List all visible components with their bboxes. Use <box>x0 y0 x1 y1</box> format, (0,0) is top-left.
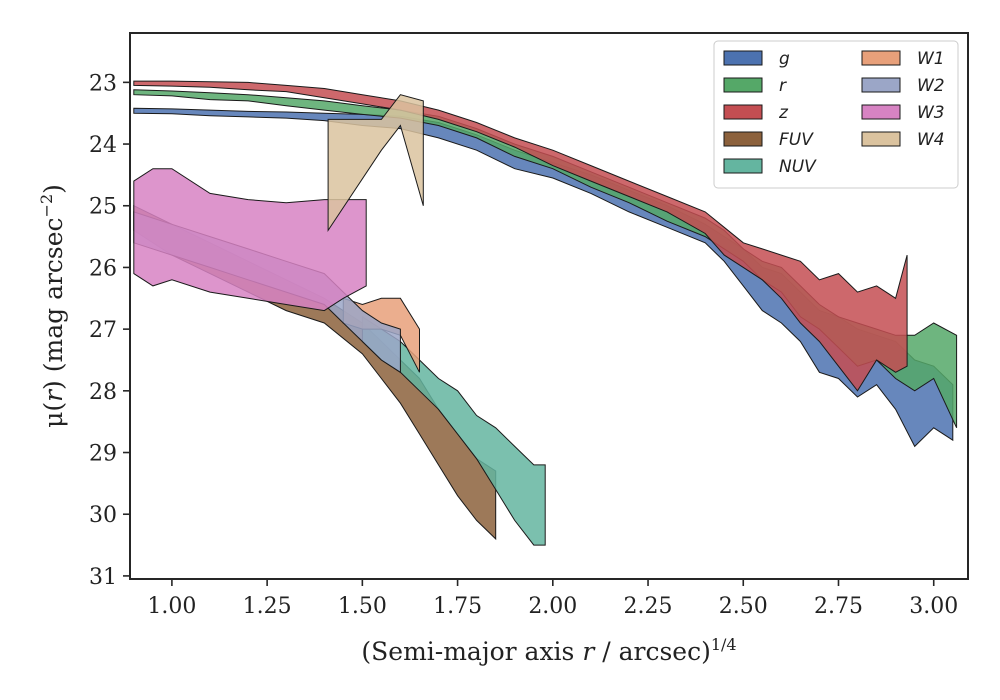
legend-item-r: r <box>723 76 787 96</box>
legend-swatch <box>723 104 763 120</box>
legend-swatch <box>723 50 763 66</box>
x-tick-label: 2.50 <box>719 594 768 619</box>
legend-item-z: z <box>723 103 789 123</box>
legend-label: W3 <box>917 103 945 123</box>
legend-item-w1: W1 <box>861 49 945 69</box>
y-tick-label: 27 <box>89 318 117 343</box>
legend-item-fuv: FUV <box>723 130 814 150</box>
x-tick-label: 1.00 <box>147 594 196 619</box>
legend-item-w2: W2 <box>861 76 945 96</box>
legend-swatch <box>723 158 763 174</box>
band-w3 <box>133 168 367 312</box>
x-tick-label: 2.25 <box>624 594 673 619</box>
y-tick-label: 25 <box>89 195 117 220</box>
x-tick-label: 3.00 <box>909 594 958 619</box>
y-axis-label: μ(r) (mag arcsec−2) <box>37 184 68 428</box>
legend-label: FUV <box>779 130 814 150</box>
legend-swatch <box>723 77 763 93</box>
legend-swatch <box>861 104 901 120</box>
y-tick-label: 31 <box>89 565 117 590</box>
legend-item-w3: W3 <box>861 103 945 123</box>
legend-label: g <box>779 49 790 69</box>
band-nuv <box>361 315 546 546</box>
y-tick-label: 29 <box>89 442 117 467</box>
legend-swatch <box>723 131 763 147</box>
legend: grz FUV NUV W1 W2 W3 W4 <box>713 40 959 189</box>
y-tick-label: 26 <box>89 256 117 281</box>
y-tick-label: 23 <box>89 71 117 96</box>
legend-label: W1 <box>917 49 945 69</box>
plot-frame <box>129 32 969 580</box>
legend-swatch <box>861 77 901 93</box>
band-z <box>133 80 908 392</box>
x-tick-label: 1.75 <box>433 594 482 619</box>
legend-label: r <box>779 76 787 96</box>
y-axis-ticks: 23 24 25 26 27 28 29 30 31 <box>89 71 130 590</box>
x-tick-label: 1.50 <box>338 594 387 619</box>
x-axis-ticks: 1.00 1.25 1.50 1.75 2.00 2.25 2.50 2.75 3.00 <box>147 579 958 619</box>
legend-label: NUV <box>779 157 817 177</box>
x-tick-label: 2.00 <box>528 594 577 619</box>
legend-swatch <box>861 50 901 66</box>
y-tick-label: 30 <box>89 503 117 528</box>
x-axis-label: (Semi-major axis r / arcsec)1/4 <box>361 635 736 666</box>
y-tick-label: 24 <box>89 133 117 158</box>
y-tick-label: 28 <box>89 380 117 405</box>
legend-label: z <box>778 103 789 123</box>
band-w4 <box>327 94 424 233</box>
legend-swatch <box>861 131 901 147</box>
legend-label: W4 <box>917 130 945 150</box>
legend-item-g: g <box>723 49 790 69</box>
x-tick-label: 1.25 <box>243 594 292 619</box>
legend-item-nuv: NUV <box>723 157 817 177</box>
x-tick-label: 2.75 <box>814 594 863 619</box>
legend-item-w4: W4 <box>861 130 945 150</box>
legend-label: W2 <box>917 76 945 96</box>
profile-bands <box>133 80 958 546</box>
